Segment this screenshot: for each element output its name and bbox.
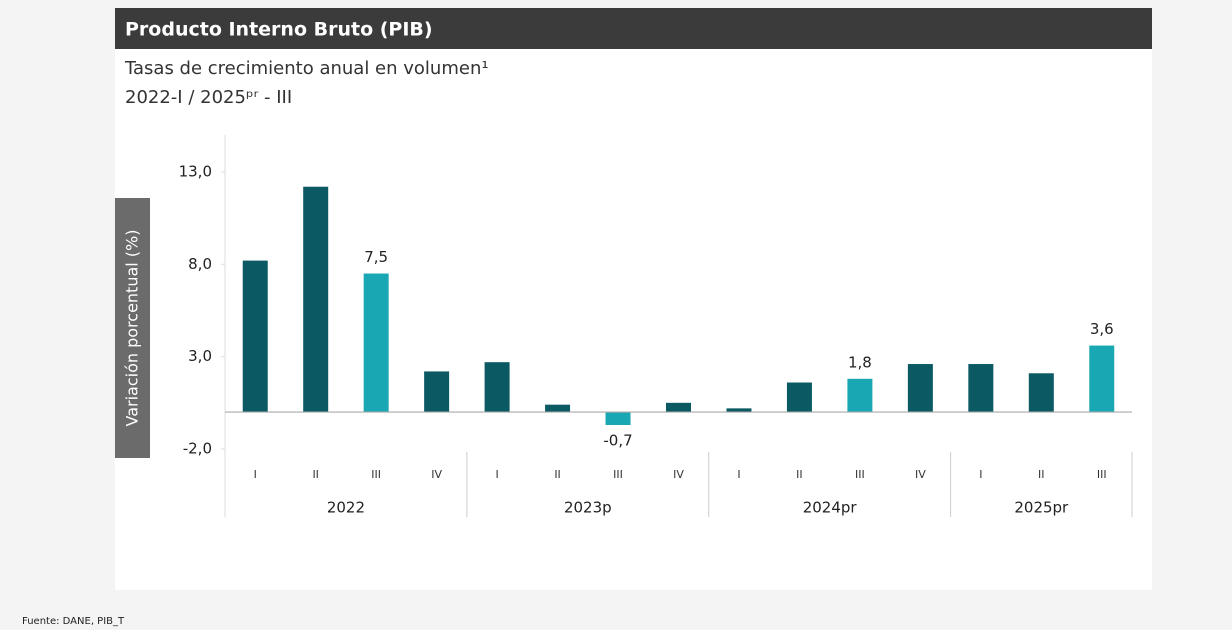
x-tick-label: I bbox=[737, 468, 740, 481]
group-label: 2024pr bbox=[803, 499, 858, 517]
y-axis-title: Variación porcentual (%) bbox=[123, 230, 142, 427]
bar bbox=[303, 186, 329, 413]
bar bbox=[1089, 345, 1115, 413]
title-bar bbox=[115, 8, 1152, 49]
group-label: 2023p bbox=[564, 499, 612, 517]
data-label: -0,7 bbox=[603, 431, 632, 449]
bar bbox=[605, 412, 631, 425]
x-tick-label: II bbox=[554, 468, 561, 481]
bar bbox=[907, 364, 933, 413]
group-label: 2025pr bbox=[1014, 499, 1069, 517]
bar bbox=[726, 408, 752, 413]
subtitle: Tasas de crecimiento anual en volumen¹ bbox=[124, 58, 489, 79]
x-tick-label: I bbox=[979, 468, 982, 481]
x-tick-label: IV bbox=[673, 468, 684, 481]
y-tick-label: -2,0 bbox=[183, 440, 212, 458]
card bbox=[115, 8, 1152, 590]
bar bbox=[484, 362, 510, 413]
y-tick-label: 3,0 bbox=[188, 347, 212, 365]
x-tick-label: I bbox=[254, 468, 257, 481]
bar bbox=[545, 404, 571, 413]
bar bbox=[786, 382, 812, 413]
x-tick-label: II bbox=[1038, 468, 1045, 481]
data-label: 1,8 bbox=[848, 353, 872, 371]
x-tick-label: I bbox=[495, 468, 498, 481]
x-tick-label: III bbox=[371, 468, 381, 481]
data-label: 7,5 bbox=[364, 248, 388, 266]
bar bbox=[1028, 373, 1054, 413]
x-tick-label: II bbox=[312, 468, 319, 481]
bar bbox=[847, 378, 873, 413]
chart-title: Producto Interno Bruto (PIB) bbox=[125, 19, 433, 41]
x-tick-label: IV bbox=[915, 468, 926, 481]
bar bbox=[424, 371, 450, 413]
subtitle-period: 2022-I / 2025ᵖʳ - III bbox=[125, 87, 292, 108]
x-tick-label: III bbox=[855, 468, 865, 481]
source: Fuente: DANE, PIB_T bbox=[22, 616, 125, 627]
bar bbox=[242, 260, 268, 413]
x-tick-label: III bbox=[1097, 468, 1107, 481]
y-tick-label: 13,0 bbox=[179, 162, 212, 180]
y-tick-label: 8,0 bbox=[188, 255, 212, 273]
x-tick-label: II bbox=[796, 468, 803, 481]
x-tick-label: IV bbox=[431, 468, 442, 481]
y-axis-title-box bbox=[115, 198, 150, 458]
data-label: 3,6 bbox=[1090, 320, 1114, 338]
x-tick-label: III bbox=[613, 468, 623, 481]
group-label: 2022 bbox=[327, 499, 365, 517]
bar bbox=[666, 402, 691, 413]
bar bbox=[363, 273, 389, 413]
bar bbox=[968, 364, 994, 413]
